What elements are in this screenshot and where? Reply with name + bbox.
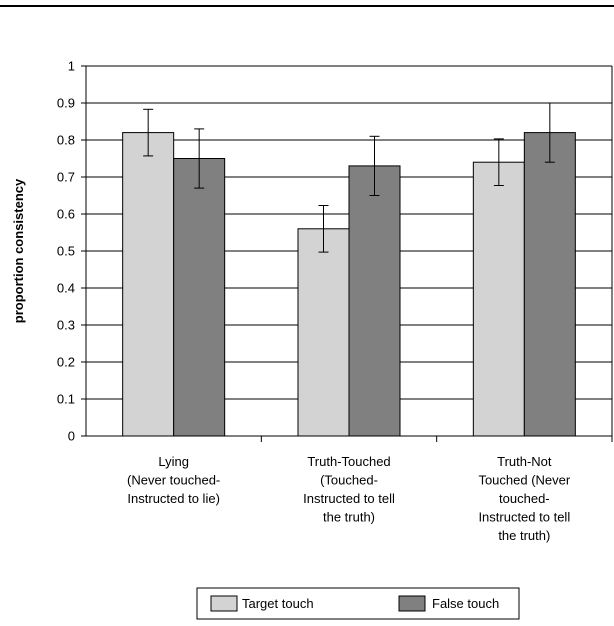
y-axis-label: proportion consistency <box>11 178 26 323</box>
legend: Target touch False touch <box>196 587 520 620</box>
y-tick-label: 0 <box>68 429 75 444</box>
x-category-label: Truth-Not Touched (Never touched-Instructe… <box>478 454 570 543</box>
y-tick-label: 0.1 <box>57 392 75 407</box>
bar-target-touch <box>122 132 175 437</box>
y-tick-label: 1 <box>68 59 75 74</box>
legend-label-target-touch: Target touch <box>242 596 314 611</box>
error-bars <box>143 102 555 253</box>
bar-false-touch <box>173 158 226 437</box>
legend-box <box>196 587 520 620</box>
bar-target-touch <box>297 228 350 437</box>
legend-swatch-target-touch <box>210 595 238 612</box>
y-tick-label: 0.2 <box>57 355 75 370</box>
bar-false-touch <box>523 132 576 437</box>
y-tick-label: 0.5 <box>57 244 75 259</box>
y-tick-label: 0.8 <box>57 133 75 148</box>
x-category-label: Truth-Touched (Touched-Instructed to tell… <box>303 454 395 525</box>
y-tick-label: 0.7 <box>57 170 75 185</box>
category-labels: Lying (Never touched-Instructed to lie) Tr… <box>127 454 571 543</box>
y-tick-labels: 0 0.1 0.2 0.3 0.4 0.5 0.6 0.7 0.8 0.9 1 <box>57 59 75 444</box>
bar-target-touch <box>472 161 525 437</box>
legend-label-false-touch: False touch <box>432 596 499 611</box>
bars <box>122 132 576 437</box>
x-category-label: Lying (Never touched-Instructed to lie) <box>127 454 220 506</box>
bar-false-touch <box>348 165 401 437</box>
y-tick-label: 0.9 <box>57 96 75 111</box>
y-tick-label: 0.3 <box>57 318 75 333</box>
y-tick-label: 0.6 <box>57 207 75 222</box>
y-tick-label: 0.4 <box>57 281 75 296</box>
legend-swatch-false-touch <box>398 595 426 612</box>
axes <box>81 65 613 442</box>
